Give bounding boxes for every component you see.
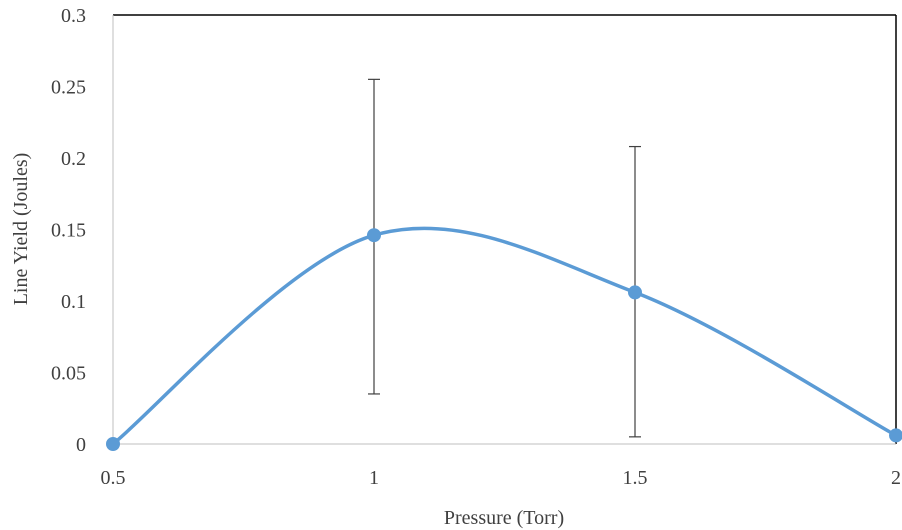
data-point [367,228,381,243]
data-point [106,437,120,451]
data-point [889,428,902,443]
x-tick-label: 1 [369,467,379,489]
x-tick-label: 2 [891,467,901,489]
y-tick-labels: 0 0.05 0.1 0.15 0.2 0.25 0.3 [51,5,86,456]
y-tick-label: 0.3 [61,5,86,27]
y-tick-label: 0.25 [51,77,86,99]
y-axis-title: Line Yield (Joules) [10,153,32,306]
y-tick-label: 0 [76,434,86,456]
y-tick-label: 0.15 [51,220,86,242]
data-markers [106,228,902,451]
series-line-path [111,226,897,446]
data-point [628,285,642,300]
x-tick-label: 1.5 [623,467,648,489]
x-tick-labels: 0.5 1 1.5 2 [101,467,902,489]
plot-frame [112,14,897,445]
y-tick-label: 0.2 [61,148,86,170]
x-tick-label: 0.5 [101,467,126,489]
error-bars [368,78,641,438]
y-tick-label: 0.05 [51,363,86,385]
y-tick-label: 0.1 [61,291,86,313]
x-axis-title: Pressure (Torr) [444,507,564,529]
series-line [111,226,897,446]
